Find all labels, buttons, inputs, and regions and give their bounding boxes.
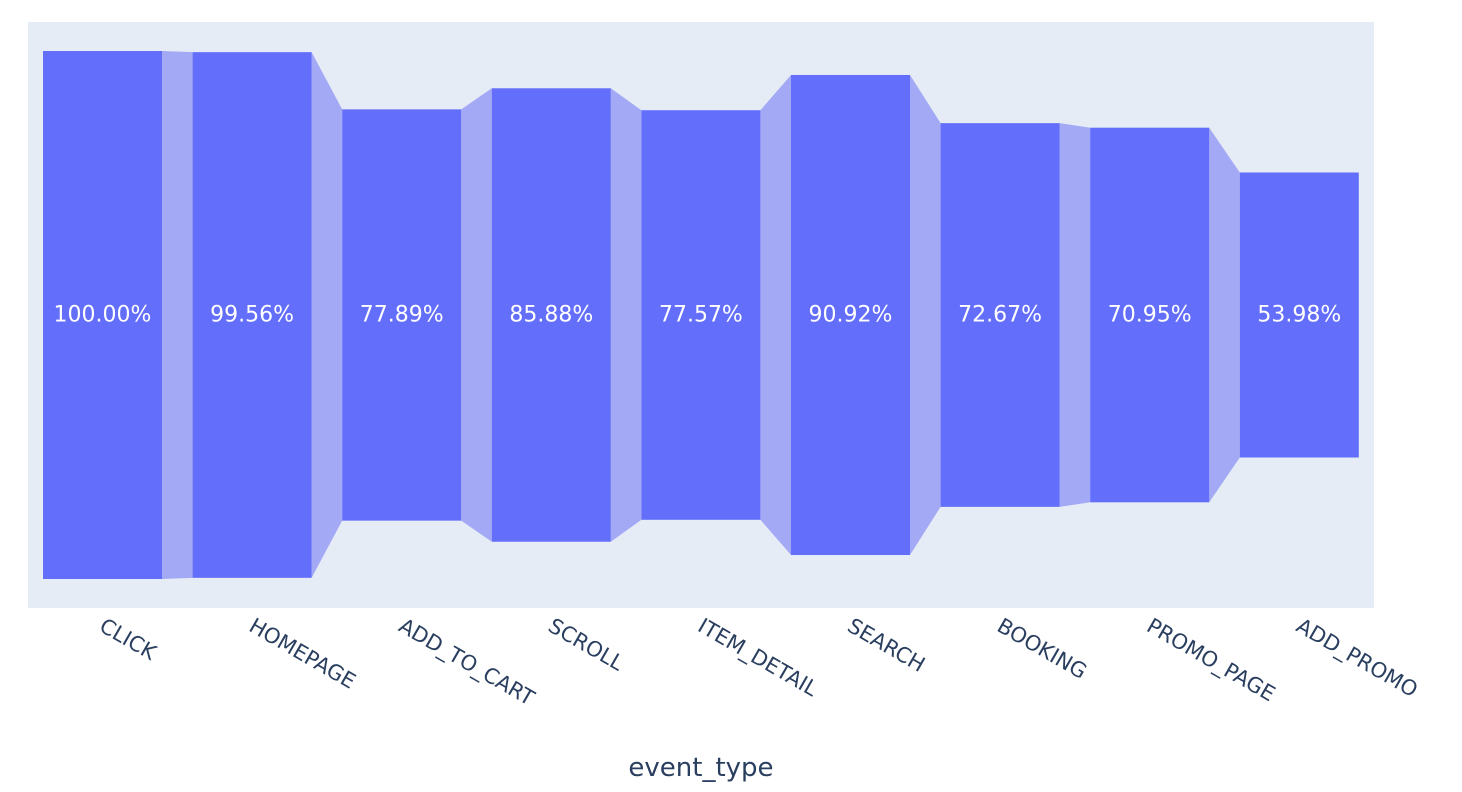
funnel-connector: [910, 74, 941, 556]
funnel-connector: [162, 51, 193, 579]
funnel-connector: [1209, 127, 1240, 503]
x-tick-label: HOMEPAGE: [245, 614, 360, 694]
funnel-bar: [791, 74, 910, 556]
funnel-connector: [311, 52, 343, 578]
funnel-bar: [342, 109, 462, 521]
x-tick-label: ITEM_DETAIL: [693, 614, 822, 703]
bar-value-label: 100.00%: [54, 303, 152, 328]
funnel-connector: [760, 74, 791, 556]
funnel-bar: [491, 88, 611, 542]
x-axis-title: event_type: [628, 753, 773, 783]
x-tick-label: ADD_PROMO: [1292, 614, 1422, 703]
funnel-connector: [461, 88, 492, 542]
funnel-bar: [1239, 172, 1359, 458]
x-tick-label: PROMO_PAGE: [1142, 614, 1279, 708]
funnel-bars: [43, 51, 1359, 579]
bar-value-label: 70.95%: [1108, 303, 1192, 328]
x-tick-label: BOOKING: [993, 614, 1091, 684]
funnel-bar: [192, 52, 312, 578]
bar-value-label: 99.56%: [210, 303, 294, 328]
funnel-bar: [641, 110, 761, 520]
x-tick-label: SEARCH: [844, 614, 930, 677]
funnel-connector: [1059, 123, 1091, 507]
funnel-bar: [940, 123, 1060, 507]
funnel-bar: [1090, 127, 1210, 503]
funnel-connectors: [162, 51, 1240, 579]
bar-value-label: 72.67%: [958, 303, 1042, 328]
funnel-connector: [610, 88, 642, 542]
funnel-bar: [43, 51, 162, 579]
x-tick-label: SCROLL: [544, 614, 628, 676]
bar-value-label: 77.57%: [659, 303, 743, 328]
x-tick-label: CLICK: [96, 614, 162, 666]
funnel-value-labels: 100.00% 99.56% 77.89% 85.88% 77.57% 90.92% 72.…: [54, 303, 1342, 328]
x-tick-label: ADD_TO_CART: [394, 614, 538, 712]
x-axis-tick-labels: CLICK HOMEPAGE ADD_TO_CART SCROLL ITEM_DETAI…: [96, 614, 1422, 712]
bar-value-label: 90.92%: [809, 303, 893, 328]
bar-value-label: 77.89%: [360, 303, 444, 328]
bar-value-label: 85.88%: [509, 303, 593, 328]
bar-value-label: 53.98%: [1257, 303, 1341, 328]
